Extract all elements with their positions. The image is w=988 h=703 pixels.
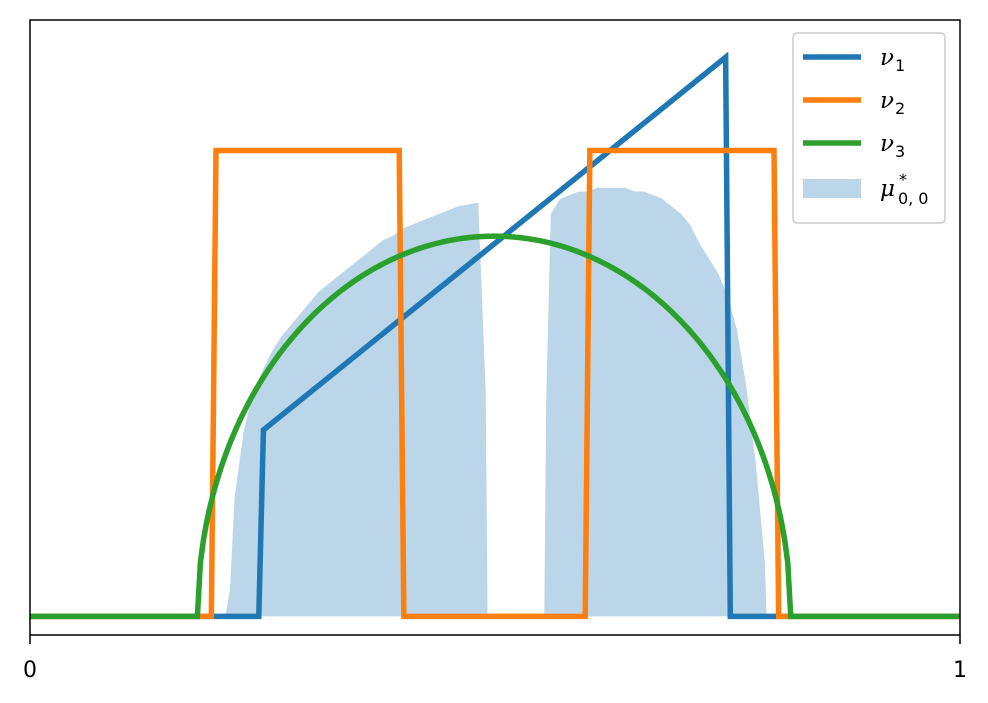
- legend-label: ν1: [880, 45, 905, 75]
- series-area-4: [216, 187, 767, 617]
- line-layer: [30, 51, 960, 620]
- x-tick-label: 1: [953, 658, 967, 683]
- plot-frame: [29, 19, 961, 636]
- legend-swatch: [803, 179, 861, 198]
- legend-label: ν3: [880, 131, 905, 161]
- legend-label: ν2: [880, 88, 905, 118]
- x-tick-label: 0: [23, 658, 37, 683]
- series-line-2: [30, 147, 960, 620]
- series-line-3: [30, 233, 960, 620]
- area-layer: [216, 187, 767, 617]
- legend-box: [792, 32, 946, 224]
- series-line-1: [30, 51, 960, 620]
- legend-label: μ * 0, 0: [880, 170, 928, 208]
- legend: ν1 ν2 ν3 μ * 0, 0: [792, 32, 946, 224]
